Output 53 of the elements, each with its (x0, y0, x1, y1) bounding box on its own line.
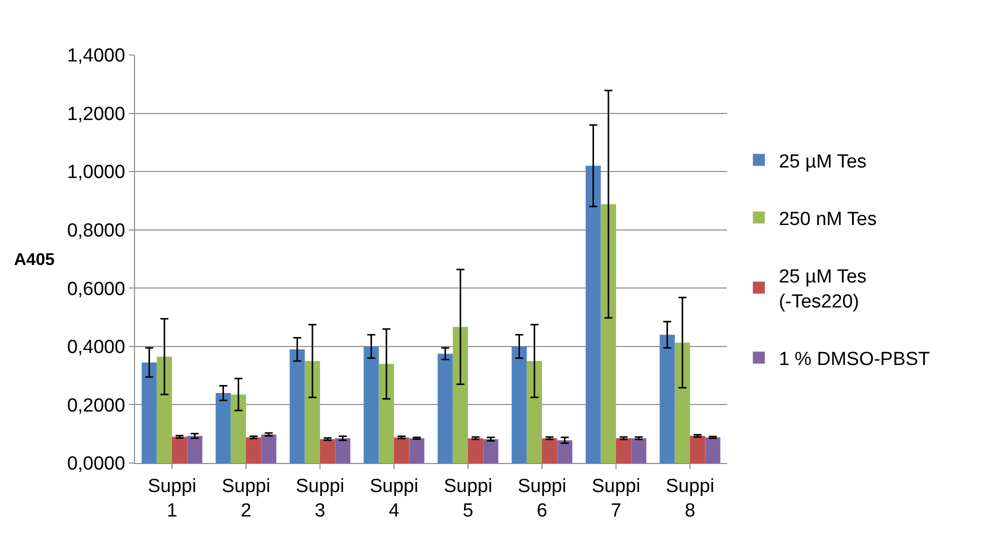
bar (230, 394, 246, 463)
legend-label: 250 nM Tes (778, 208, 877, 230)
bar (261, 434, 276, 463)
bar (394, 437, 410, 463)
bar (187, 436, 202, 463)
bar (378, 364, 394, 463)
x-tick-label: Suppi 8 (666, 476, 714, 522)
y-tick-label: 0,4000 (67, 337, 126, 358)
x-tick-label: Suppi 4 (370, 476, 418, 522)
bar (631, 438, 646, 463)
x-tick-label: Suppi 7 (592, 476, 640, 522)
x-tick-label: Suppi 2 (222, 476, 270, 522)
y-tick-label: 1,4000 (67, 46, 126, 67)
bar (616, 438, 632, 463)
x-tick-label: Suppi 6 (518, 476, 566, 522)
y-tick-label: 0,2000 (67, 395, 126, 416)
bar (438, 354, 453, 463)
bar (409, 438, 424, 463)
bar (526, 361, 542, 463)
y-tick-label: 1,0000 (67, 162, 126, 184)
bar (246, 437, 262, 463)
bar (172, 436, 188, 463)
bar (364, 346, 379, 463)
y-tick-label: 1,2000 (67, 104, 126, 125)
bar (290, 349, 305, 463)
bar (690, 436, 706, 463)
bar (142, 362, 157, 463)
y-tick-label: 0,8000 (67, 220, 126, 242)
bar (156, 356, 172, 463)
x-tick-label: Suppi 5 (444, 476, 492, 522)
bar (335, 438, 350, 463)
bar (468, 438, 484, 463)
bar (586, 166, 601, 463)
y-axis-title: A405 (14, 250, 55, 269)
legend-label: 1 % DMSO-PBST (778, 349, 930, 370)
bar (660, 334, 675, 463)
bar (216, 393, 231, 463)
bar (304, 361, 320, 463)
bar (483, 439, 498, 463)
legend-label: 25 µM Tes (778, 151, 867, 172)
bar (512, 346, 527, 463)
y-tick-label: 0,0000 (67, 454, 126, 475)
legend-label: 25 µM Tes (-Tes220) (778, 266, 867, 312)
bar (452, 326, 468, 463)
bar (600, 204, 616, 463)
x-tick-label: Suppi 3 (296, 476, 344, 522)
bar (542, 438, 558, 463)
bar (674, 342, 690, 463)
bar (705, 437, 720, 463)
x-tick-label: Suppi 1 (148, 476, 196, 522)
bar (320, 439, 336, 463)
bar (557, 440, 572, 463)
y-tick-label: 0,6000 (67, 278, 126, 300)
